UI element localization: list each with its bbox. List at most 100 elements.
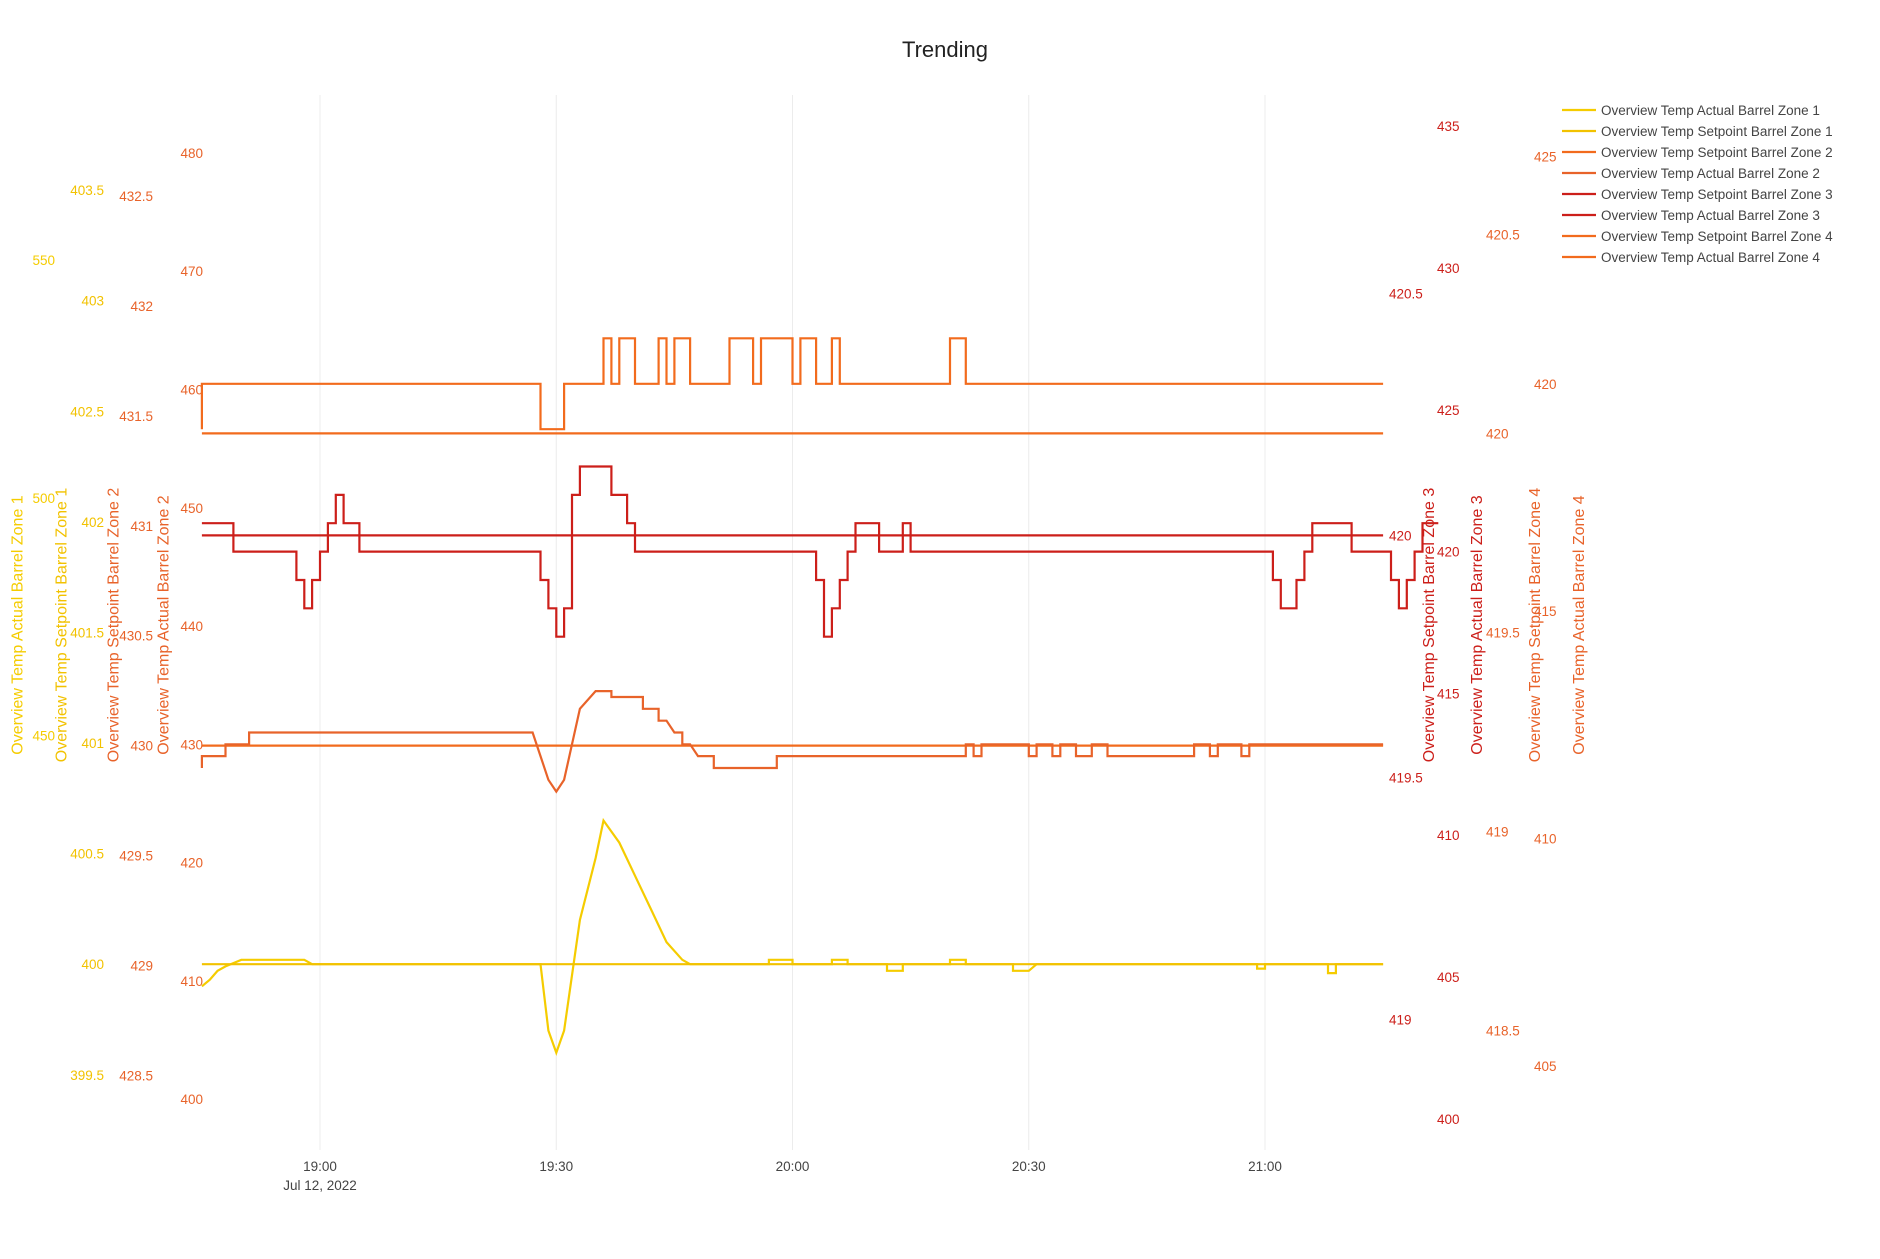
y-tick-label: 431 xyxy=(130,519,153,534)
y-tick-label: 401 xyxy=(81,736,104,751)
series-line-8 xyxy=(200,337,1384,431)
chart-title: Trending xyxy=(902,37,988,62)
y-axis-y2: 399.5 400 400.5 401 401.5 402 402.5 403 403.5 Ove… xyxy=(53,183,104,1083)
y-tick-label: 428.5 xyxy=(119,1068,153,1083)
legend-label: Overview Temp Actual Barrel Zone 2 xyxy=(1601,166,1820,181)
y-tick-label: 415 xyxy=(1437,686,1460,701)
y-tick-label: 432 xyxy=(130,299,153,314)
legend-label: Overview Temp Setpoint Barrel Zone 1 xyxy=(1601,124,1833,139)
y-axis-y1: 450 500 550 Overview Temp Actual Barrel Zon… xyxy=(9,253,55,755)
y-tick-label: 420 xyxy=(1389,528,1412,543)
y-axis-y7: 418.5 419 419.5 420 420.5 Overview Temp Setpo… xyxy=(1486,227,1544,1038)
y-tick-label: 400.5 xyxy=(70,847,104,862)
y-tick-label: 402 xyxy=(81,515,104,530)
y-tick-label: 420 xyxy=(1534,377,1557,392)
y-axis-y5: 419 419.5 420 420.5 Overview Temp Setpoint B… xyxy=(1389,286,1438,1027)
legend-label: Overview Temp Actual Barrel Zone 4 xyxy=(1601,250,1820,265)
y-tick-label: 425 xyxy=(1534,149,1557,164)
y-tick-label: 419.5 xyxy=(1486,625,1520,640)
y-axis-title: Overview Temp Setpoint Barrel Zone 3 xyxy=(1421,488,1438,763)
y-tick-label: 460 xyxy=(180,383,203,398)
y-axis-y6: 400 405 410 415 420 425 430 435 Overview Temp Ac… xyxy=(1437,119,1486,1127)
y-tick-label: 405 xyxy=(1534,1059,1557,1074)
series-line-6 xyxy=(201,465,1439,638)
x-tick-label: 20:30 xyxy=(1012,1159,1046,1174)
y-tick-label: 405 xyxy=(1437,970,1460,985)
y-tick-label: 470 xyxy=(180,264,203,279)
y-axis-title: Overview Temp Setpoint Barrel Zone 2 xyxy=(105,488,122,763)
y-tick-label: 500 xyxy=(32,491,55,506)
y-tick-label: 400 xyxy=(81,957,104,972)
y-tick-label: 550 xyxy=(32,253,55,268)
x-tick-label: 19:30 xyxy=(539,1159,573,1174)
y-tick-label: 415 xyxy=(1534,604,1557,619)
x-tick-date: Jul 12, 2022 xyxy=(283,1178,357,1193)
y-tick-label: 403 xyxy=(81,294,104,309)
y-tick-label: 450 xyxy=(32,729,55,744)
y-axis-title: Overview Temp Setpoint Barrel Zone 1 xyxy=(53,488,70,763)
series-lines xyxy=(200,337,1439,1056)
y-tick-label: 430 xyxy=(130,739,153,754)
y-tick-label: 410 xyxy=(1437,828,1460,843)
y-axis-y3: 428.5 429 429.5 430 430.5 431 431.5 432 432.5 Ove… xyxy=(105,189,153,1083)
legend-item[interactable]: Overview Temp Actual Barrel Zone 4 xyxy=(1562,250,1820,265)
y-tick-label: 418.5 xyxy=(1486,1024,1520,1039)
y-tick-label: 401.5 xyxy=(70,625,104,640)
y-tick-label: 420 xyxy=(1437,545,1460,560)
y-tick-label: 419 xyxy=(1389,1012,1412,1027)
legend-item[interactable]: Overview Temp Setpoint Barrel Zone 1 xyxy=(1562,124,1833,139)
y-axis-title: Overview Temp Actual Barrel Zone 4 xyxy=(1571,495,1588,754)
legend-label: Overview Temp Actual Barrel Zone 1 xyxy=(1601,103,1820,118)
y-tick-label: 430 xyxy=(1437,261,1460,276)
y-tick-label: 420 xyxy=(1486,426,1509,441)
y-tick-label: 403.5 xyxy=(70,183,104,198)
y-tick-label: 402.5 xyxy=(70,404,104,419)
y-tick-label: 440 xyxy=(180,619,203,634)
y-tick-label: 431.5 xyxy=(119,409,153,424)
y-axis-title: Overview Temp Setpoint Barrel Zone 4 xyxy=(1527,488,1544,763)
legend-label: Overview Temp Setpoint Barrel Zone 2 xyxy=(1601,145,1833,160)
y-tick-label: 450 xyxy=(180,501,203,516)
x-tick-label: 21:00 xyxy=(1248,1159,1282,1174)
legend-label: Overview Temp Actual Barrel Zone 3 xyxy=(1601,208,1820,223)
y-tick-label: 420.5 xyxy=(1486,227,1520,242)
y-axes: 450 500 550 Overview Temp Actual Barrel Zon… xyxy=(9,119,1588,1127)
y-tick-label: 425 xyxy=(1437,403,1460,418)
y-tick-label: 429.5 xyxy=(119,848,153,863)
x-tick-label: 19:00 xyxy=(303,1159,337,1174)
y-tick-label: 400 xyxy=(1437,1112,1460,1127)
x-tick-label: 20:00 xyxy=(776,1159,810,1174)
legend-item[interactable]: Overview Temp Actual Barrel Zone 3 xyxy=(1562,208,1820,223)
legend-item[interactable]: Overview Temp Setpoint Barrel Zone 4 xyxy=(1562,229,1833,244)
y-tick-label: 429 xyxy=(130,958,153,973)
y-axis-title: Overview Temp Actual Barrel Zone 3 xyxy=(1469,495,1486,754)
y-axis-y4: 400 410 420 430 440 450 460 470 480 Overview Temp… xyxy=(155,146,203,1107)
y-tick-label: 399.5 xyxy=(70,1068,104,1083)
series-line-4 xyxy=(200,689,1384,794)
legend-item[interactable]: Overview Temp Setpoint Barrel Zone 3 xyxy=(1562,187,1833,202)
y-tick-label: 480 xyxy=(180,146,203,161)
legend[interactable]: Overview Temp Actual Barrel Zone 1 Overvi… xyxy=(1562,103,1833,265)
y-tick-label: 400 xyxy=(180,1092,203,1107)
y-tick-label: 435 xyxy=(1437,119,1460,134)
y-tick-label: 419.5 xyxy=(1389,770,1423,785)
y-tick-label: 430 xyxy=(180,737,203,752)
y-tick-label: 430.5 xyxy=(119,629,153,644)
legend-item[interactable]: Overview Temp Setpoint Barrel Zone 2 xyxy=(1562,145,1833,160)
x-gridlines xyxy=(319,95,1266,1150)
legend-label: Overview Temp Setpoint Barrel Zone 4 xyxy=(1601,229,1833,244)
y-axis-y8: 405 410 415 420 425 Overview Temp Actual Barr… xyxy=(1534,149,1588,1073)
x-axis-ticks: 19:00 Jul 12, 2022 19:30 20:00 20:30 21:00 xyxy=(283,1159,1282,1193)
y-tick-label: 410 xyxy=(180,974,203,989)
legend-item[interactable]: Overview Temp Actual Barrel Zone 2 xyxy=(1562,166,1820,181)
y-axis-title: Overview Temp Actual Barrel Zone 2 xyxy=(155,495,172,754)
y-tick-label: 410 xyxy=(1534,832,1557,847)
legend-label: Overview Temp Setpoint Barrel Zone 3 xyxy=(1601,187,1833,202)
y-tick-label: 419 xyxy=(1486,825,1509,840)
legend-item[interactable]: Overview Temp Actual Barrel Zone 1 xyxy=(1562,103,1820,118)
y-axis-title: Overview Temp Actual Barrel Zone 1 xyxy=(9,495,26,754)
y-tick-label: 420.5 xyxy=(1389,286,1423,301)
